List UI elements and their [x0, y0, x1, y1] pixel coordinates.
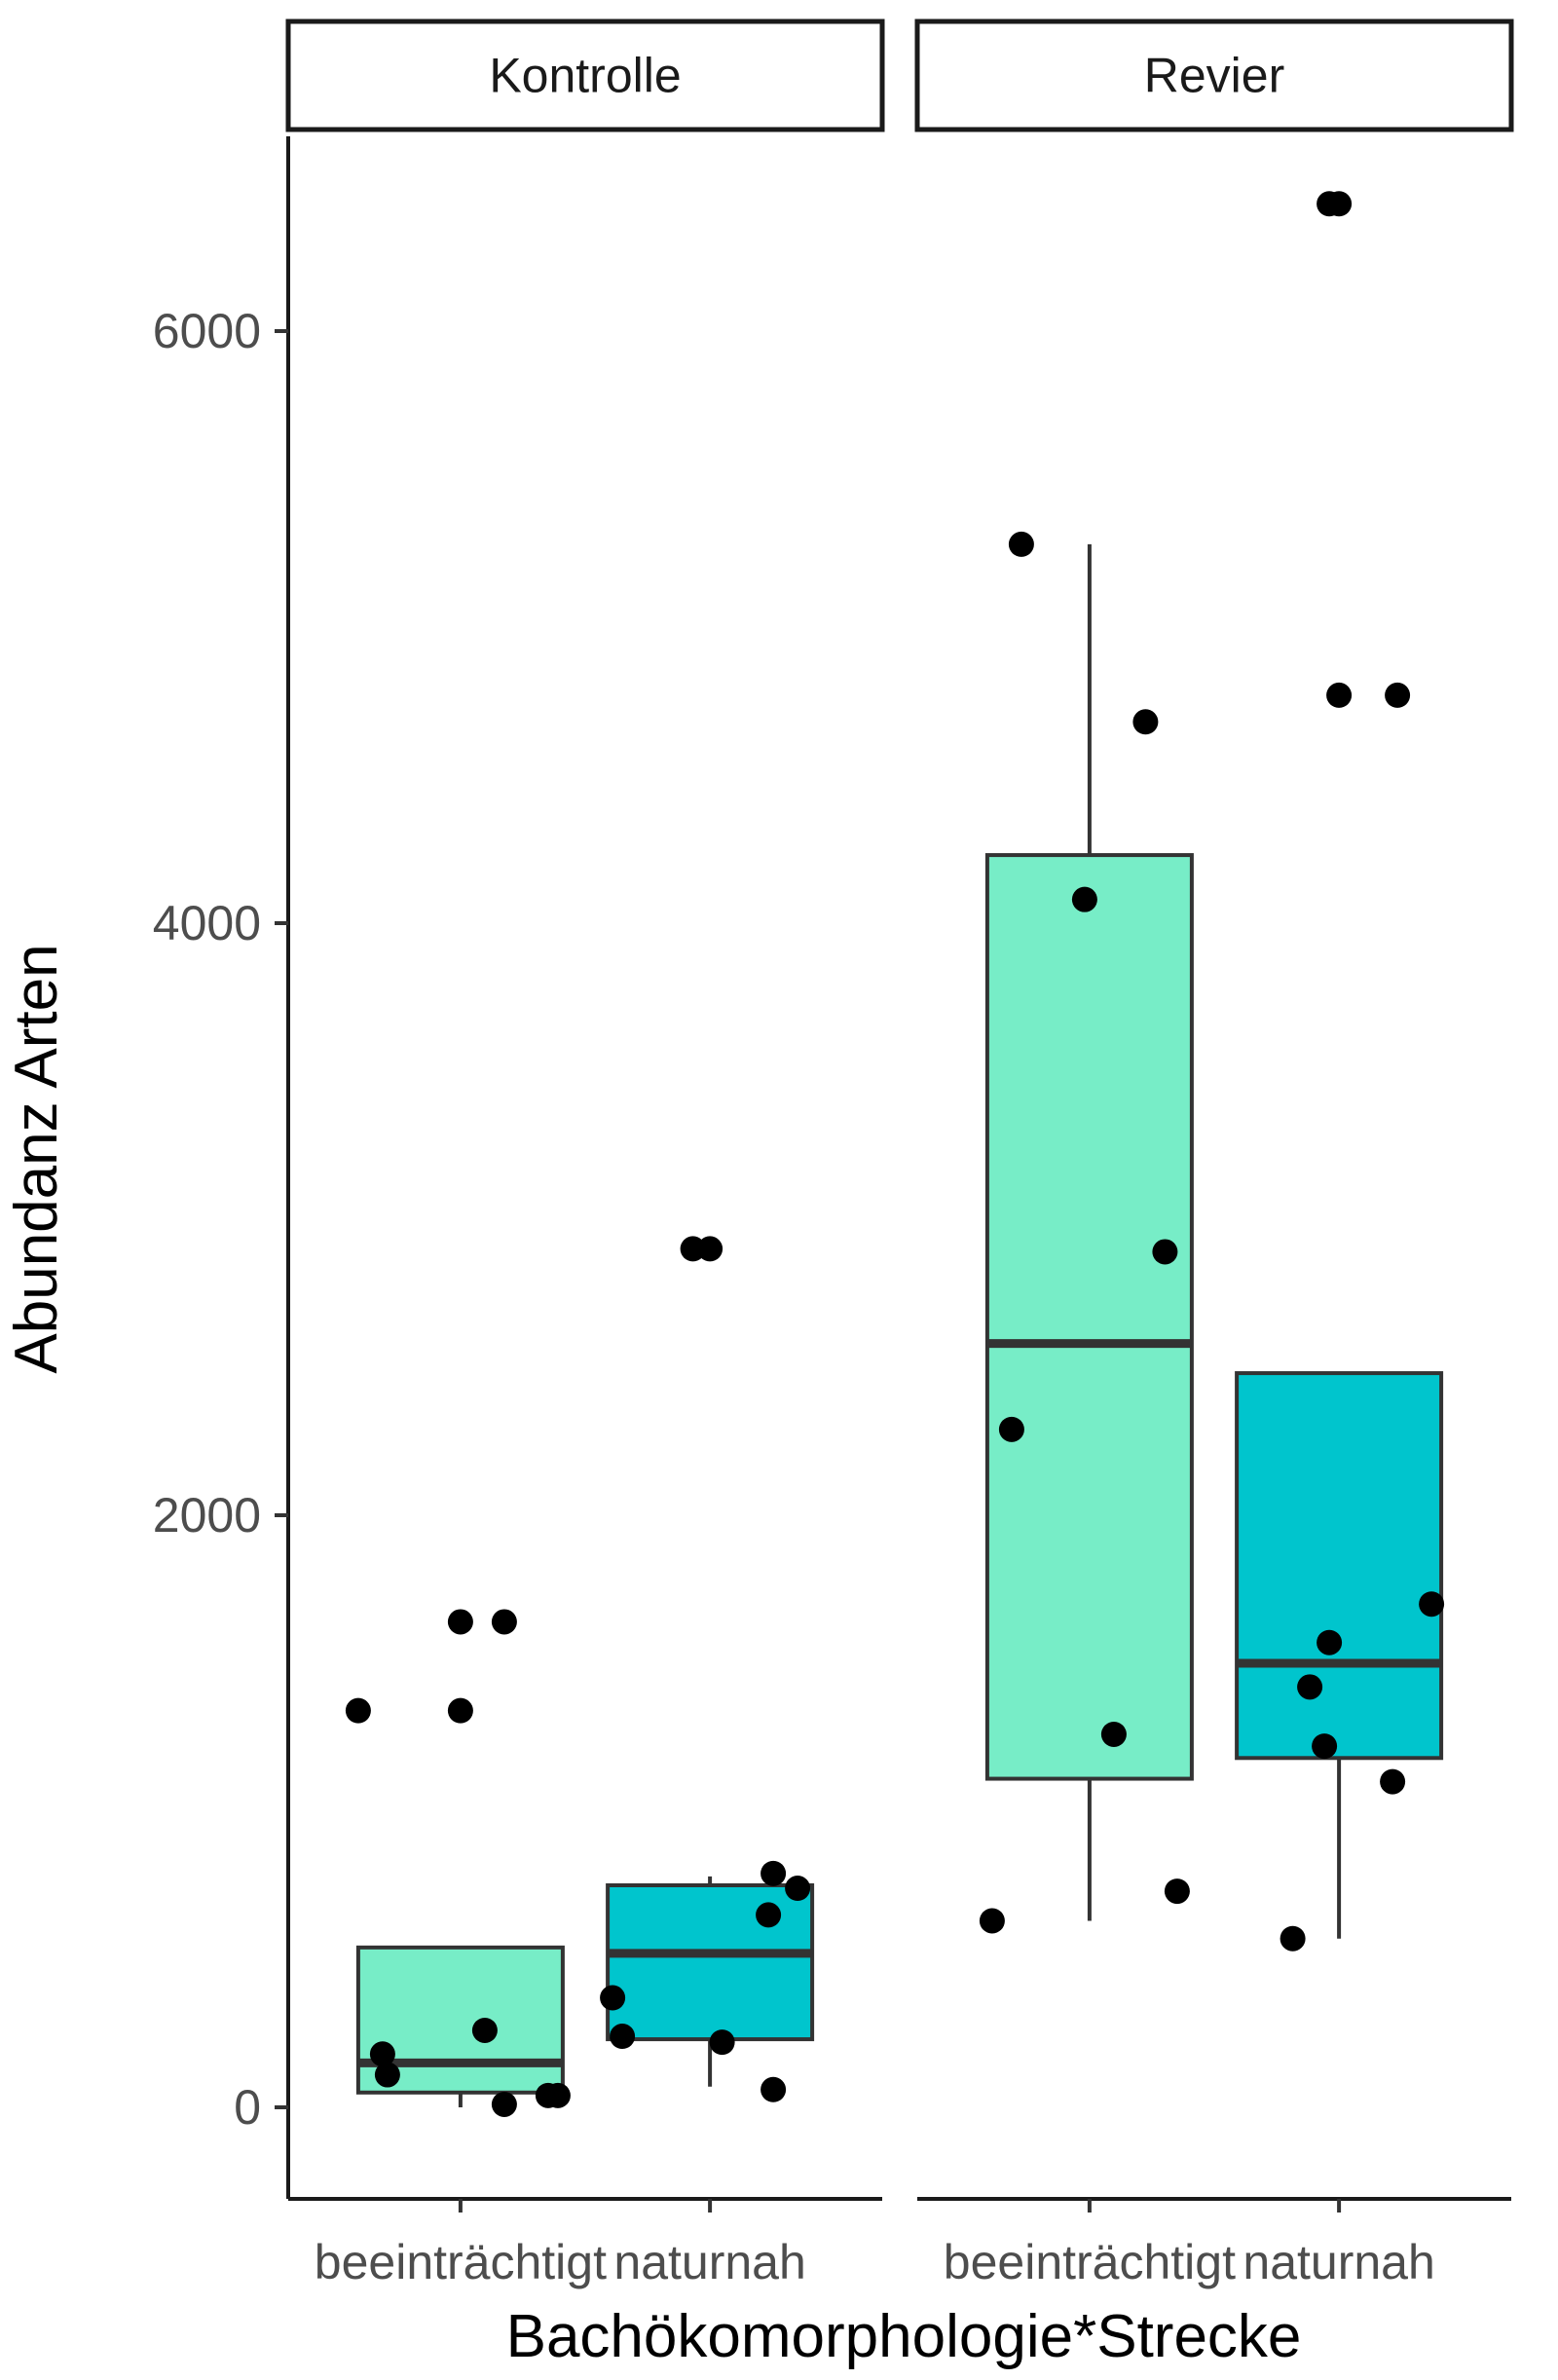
data-point	[374, 2062, 400, 2088]
data-point	[1152, 1239, 1178, 1265]
data-point	[1297, 1674, 1323, 1700]
data-point	[1385, 682, 1411, 708]
data-point	[1326, 191, 1353, 217]
data-point	[1326, 682, 1353, 708]
data-point	[1380, 1768, 1406, 1795]
box-group-naturnah	[600, 1236, 815, 2102]
data-point	[491, 1609, 517, 1635]
data-point	[709, 2029, 735, 2056]
data-point	[447, 1609, 473, 1635]
x-tick-label: naturnah	[613, 2235, 805, 2289]
facet-panel-revier: Revier beeinträchtigt naturnah	[914, 19, 1514, 2289]
x-tick-label: naturnah	[1243, 2235, 1434, 2289]
data-point	[610, 2024, 636, 2050]
box-iqr	[984, 853, 1194, 1781]
data-point	[1164, 1878, 1190, 1905]
box-group-naturnah	[1235, 191, 1445, 1952]
data-point	[1100, 1721, 1127, 1747]
data-point	[1317, 1629, 1343, 1655]
data-point	[1071, 886, 1097, 912]
data-point	[785, 1876, 811, 1902]
data-point	[447, 1697, 473, 1724]
box-group-beeintraechtigt	[979, 531, 1194, 1934]
facet-strip	[914, 19, 1514, 132]
x-tick-label: beeinträchtigt	[315, 2235, 607, 2289]
data-point	[979, 1908, 1005, 1934]
data-point	[1008, 531, 1034, 557]
data-point	[1280, 1925, 1306, 1952]
data-point	[491, 2091, 517, 2117]
x-axis-title: Bachökomorphologie*Strecke	[506, 2303, 1302, 2370]
data-point	[600, 1985, 626, 2011]
box-group-beeintraechtigt	[345, 1609, 571, 2117]
data-point	[998, 1416, 1024, 1442]
box-iqr	[606, 1883, 815, 2042]
facet-strip-label: Revier	[1144, 49, 1284, 103]
y-axis: 0 2000 4000 6000	[153, 136, 290, 2199]
data-point	[760, 1860, 787, 1886]
data-point	[1419, 1591, 1445, 1618]
data-point	[345, 1697, 371, 1724]
box-iqr	[1235, 1371, 1444, 1761]
y-tick-label: 0	[234, 2080, 261, 2135]
data-point	[760, 2076, 787, 2102]
y-axis-title: Abundanz Arten	[3, 944, 70, 1373]
facet-strip-label: Kontrolle	[489, 49, 681, 103]
data-point	[1132, 709, 1159, 735]
data-point	[544, 2082, 571, 2108]
facet-panel-kontrolle: Kontrolle beeinträchtigt naturnah	[285, 19, 885, 2289]
data-point	[697, 1236, 723, 1262]
data-point	[471, 2017, 498, 2043]
y-tick-label: 4000	[153, 896, 261, 950]
data-point	[1312, 1733, 1338, 1760]
y-tick-label: 2000	[153, 1488, 261, 1543]
facet-strip	[285, 19, 885, 132]
data-point	[756, 1902, 782, 1928]
y-tick-label: 6000	[153, 304, 261, 358]
data-point	[369, 2041, 395, 2067]
x-tick-label: beeinträchtigt	[944, 2235, 1236, 2289]
